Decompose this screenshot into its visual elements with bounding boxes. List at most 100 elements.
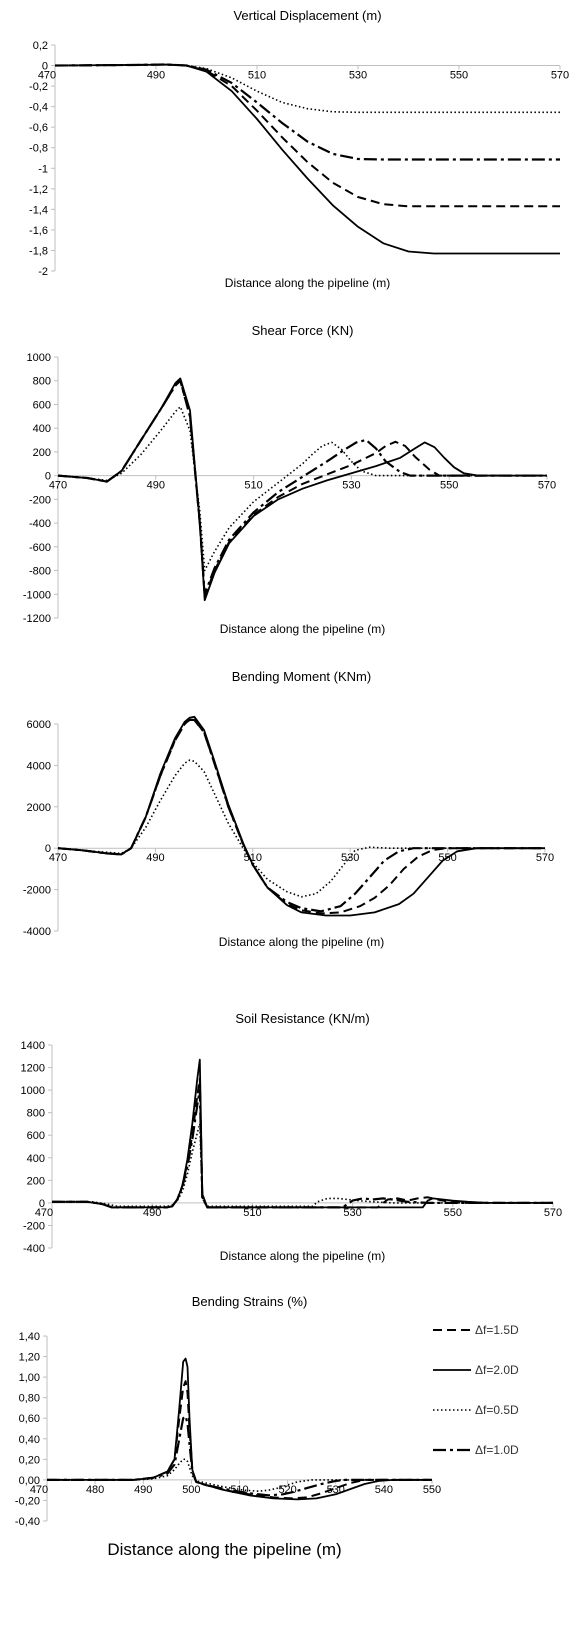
x-axis-label: Distance along the pipeline (m) (107, 1540, 341, 1559)
x-tick-label: 530 (341, 852, 359, 864)
x-tick-label: 480 (86, 1484, 104, 1496)
y-tick-label: -0,2 (29, 81, 48, 93)
y-tick-label: -200 (23, 1220, 45, 1232)
series-line (57, 379, 547, 598)
series-line (54, 63, 560, 208)
y-tick-label: -1,2 (29, 184, 48, 196)
chart-title: Soil Resistance (KN/m) (235, 1011, 369, 1026)
x-tick-label: 470 (38, 70, 56, 82)
x-axis-label: Distance along the pipeline (m) (220, 622, 385, 636)
x-tick-label: 490 (134, 1484, 152, 1496)
x-tick-label: 530 (343, 1207, 361, 1219)
chart-4: Soil Resistance (KN/m) 1400 1200 1000 800 600… (21, 1011, 563, 1263)
y-tick-label: -1200 (23, 613, 51, 625)
chart-title: Shear Force (KN) (252, 323, 354, 338)
x-tick-label: 470 (30, 1484, 48, 1496)
y-tick-label: 0,2 (33, 40, 48, 52)
y-tick-label: -1,8 (29, 245, 48, 257)
chart-3: Bending Moment (KNm) 6000 4000 2000 0 -2000 -4… (23, 669, 554, 949)
y-tick-label: 600 (33, 399, 51, 411)
x-tick-label: 550 (440, 480, 458, 492)
series-line (54, 63, 560, 114)
y-tick-label: -2000 (23, 885, 51, 897)
y-tick-label: -400 (23, 1243, 45, 1255)
x-tick-label: 530 (349, 70, 367, 82)
x-tick-label: 510 (243, 1207, 261, 1219)
y-tick-label: 400 (27, 1153, 45, 1165)
legend-label: Δf=1.0D (475, 1443, 519, 1457)
x-tick-label: 470 (35, 1207, 53, 1219)
y-tick-label: 1,20 (19, 1352, 40, 1364)
series-line (47, 1458, 432, 1492)
y-tick-label: -0,20 (15, 1495, 40, 1507)
chart-1: Vertical Displacement (m) 0,2 0 -0,2 -0,4 -0,… (29, 8, 569, 290)
chart-2: Shear Force (KN) 1000 800 600 400 200 0 -200 -40… (23, 323, 556, 636)
x-tick-label: 550 (423, 1484, 441, 1496)
series-line (47, 1415, 432, 1497)
x-axis-label: Distance along the pipeline (m) (220, 1249, 385, 1263)
series-line (57, 379, 547, 596)
y-tick-label: 200 (33, 447, 51, 459)
y-tick-label: -200 (29, 494, 51, 506)
y-tick-label: 4000 (27, 760, 51, 772)
y-tick-label: 2000 (27, 802, 51, 814)
x-tick-label: 570 (544, 1207, 562, 1219)
y-tick-label: -0,4 (29, 102, 48, 114)
x-tick-label: 500 (182, 1484, 200, 1496)
y-tick-label: -0,6 (29, 122, 48, 134)
series-line (57, 718, 545, 913)
y-tick-label: -600 (29, 542, 51, 554)
y-tick-label: 200 (27, 1175, 45, 1187)
y-tick-label: 0 (42, 61, 48, 73)
x-tick-label: 530 (342, 480, 360, 492)
series-line (57, 715, 545, 917)
y-tick-label: 0,00 (19, 1475, 40, 1487)
y-tick-label: 0 (39, 1198, 45, 1210)
x-tick-label: 490 (147, 480, 165, 492)
legend-label: Δf=1.5D (475, 1323, 519, 1337)
y-tick-label: -0,8 (29, 143, 48, 155)
series-line (57, 759, 545, 898)
series-line (57, 406, 547, 572)
x-tick-label: 570 (536, 852, 554, 864)
series-line (52, 1077, 553, 1209)
x-tick-label: 490 (146, 852, 164, 864)
x-tick-label: 470 (49, 852, 67, 864)
y-tick-label: 0,60 (19, 1413, 40, 1425)
y-tick-label: 400 (33, 423, 51, 435)
x-tick-label: 510 (248, 70, 266, 82)
chart-title: Bending Moment (KNm) (232, 669, 371, 684)
x-axis-label: Distance along the pipeline (m) (225, 276, 390, 290)
y-tick-label: -0,40 (15, 1516, 40, 1528)
y-tick-label: 0,40 (19, 1434, 40, 1446)
y-tick-label: 800 (33, 376, 51, 388)
legend: Δf=1.5D Δf=2.0D Δf=0.5D Δf=1.0D (433, 1323, 519, 1457)
y-tick-label: 1400 (21, 1040, 45, 1052)
y-tick-label: -400 (29, 518, 51, 530)
legend-label: Δf=2.0D (475, 1363, 519, 1377)
chart-title: Vertical Displacement (m) (233, 8, 381, 23)
series-line (52, 1058, 553, 1209)
series-line (47, 1357, 432, 1501)
y-tick-label: -1 (38, 163, 48, 175)
x-tick-label: 510 (244, 480, 262, 492)
x-tick-label: 570 (551, 70, 569, 82)
y-tick-label: -1,6 (29, 225, 48, 237)
y-tick-label: 0,20 (19, 1454, 40, 1466)
x-tick-label: 490 (147, 70, 165, 82)
y-tick-label: 1200 (21, 1063, 45, 1075)
x-tick-label: 490 (143, 1207, 161, 1219)
y-tick-label: -1000 (23, 589, 51, 601)
y-tick-label: -4000 (23, 926, 51, 938)
y-tick-label: 0,80 (19, 1393, 40, 1405)
y-tick-label: 6000 (27, 719, 51, 731)
chart-5: Bending Strains (%) 1,40 1,20 1,00 0,80 0,60 0… (15, 1294, 441, 1559)
x-tick-label: 570 (538, 480, 556, 492)
y-tick-label: 600 (27, 1130, 45, 1142)
series-line (54, 63, 560, 161)
y-tick-label: -2 (38, 266, 48, 278)
y-tick-label: 0 (45, 471, 51, 483)
y-tick-label: 1,40 (19, 1331, 40, 1343)
y-tick-label: 1000 (21, 1085, 45, 1097)
